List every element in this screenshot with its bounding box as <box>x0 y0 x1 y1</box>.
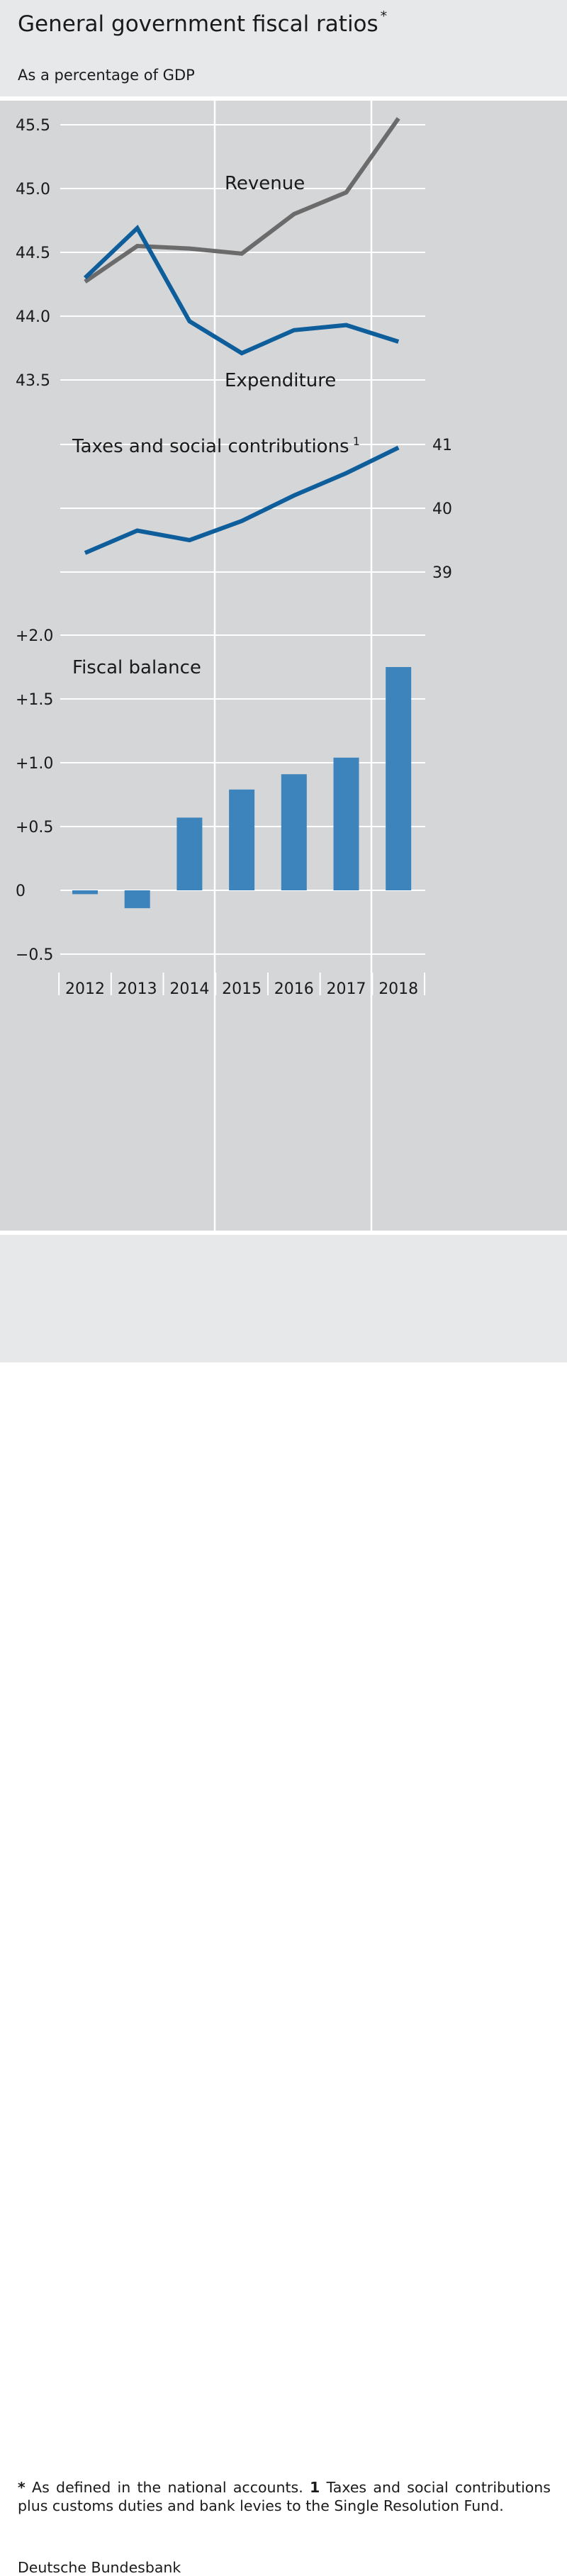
x-axis-labels: 2012 2013 2014 2015 2016 2017 2018 <box>65 980 418 998</box>
footnote: * As defined in the national accounts. 1… <box>18 2479 551 2514</box>
bar-2015 <box>229 789 255 890</box>
ytick-label-p1: 44.0 <box>16 308 50 326</box>
chart-marks <box>72 117 412 909</box>
chart-svg: 43.5 44.0 44.5 45.0 45.5 39 40 41 −0.5 0 +0.5 +1.0 +… <box>16 101 452 1231</box>
bar-2014 <box>176 817 203 890</box>
x-tick-label: 2016 <box>274 980 314 998</box>
ytick-label-p3: +1.5 <box>16 691 53 709</box>
x-tick-label: 2012 <box>65 980 105 998</box>
ytick-label-p2: 40 <box>432 500 452 518</box>
ytick-label-p3: +0.5 <box>16 819 53 836</box>
ytick-label-p2: 41 <box>432 437 452 454</box>
bar-2016 <box>281 774 307 890</box>
x-tick-label: 2014 <box>169 980 209 998</box>
bar-2018 <box>386 667 412 890</box>
ytick-label-p1: 43.5 <box>16 372 50 390</box>
x-tick-label: 2015 <box>222 980 262 998</box>
ytick-label-p1: 45.5 <box>16 117 50 135</box>
x-tick-label: 2013 <box>118 980 157 998</box>
x-tick-label: 2017 <box>327 980 366 998</box>
chart-subtitle: As a percentage of GDP <box>18 67 195 84</box>
ytick-label-p3: −0.5 <box>16 946 53 964</box>
x-tick-label: 2018 <box>378 980 418 998</box>
source-note: Deutsche Bundesbank <box>18 2559 181 2576</box>
plot-area <box>0 101 567 1231</box>
series-line-expenditure <box>83 224 400 356</box>
bar-2013 <box>124 890 150 909</box>
series-line-taxes <box>84 445 400 555</box>
bar-2017 <box>333 757 359 890</box>
ytick-label-p3: +2.0 <box>16 627 53 645</box>
chart-title: General government fiscal ratios * <box>18 9 388 37</box>
taxes-label-mark: 1 <box>349 435 360 448</box>
header: General government fiscal ratios * As a p… <box>0 0 567 96</box>
gridlines <box>58 101 426 1231</box>
ytick-label-p1: 44.5 <box>16 245 50 262</box>
series-line-revenue <box>84 117 400 284</box>
bar-2012 <box>72 890 98 895</box>
ytick-label-p3: +1.0 <box>16 755 53 773</box>
revenue-label: Revenue <box>225 173 305 194</box>
series-labels: Revenue Expenditure Taxes and social contr… <box>72 173 360 678</box>
ytick-label-p3: 0 <box>16 883 26 900</box>
fiscal-balance-label: Fiscal balance <box>72 657 201 678</box>
taxes-label-text: Taxes and social contributions <box>72 436 349 457</box>
y-axis-labels: 43.5 44.0 44.5 45.0 45.5 39 40 41 −0.5 0 +0.5 +1.0 +… <box>16 117 452 964</box>
footer: * As defined in the national accounts. 1… <box>0 1235 567 2576</box>
taxes-label: Taxes and social contributions 1 <box>72 435 360 457</box>
expenditure-label: Expenditure <box>225 370 336 391</box>
ytick-label-p1: 45.0 <box>16 181 50 198</box>
ytick-label-p2: 39 <box>432 564 452 582</box>
